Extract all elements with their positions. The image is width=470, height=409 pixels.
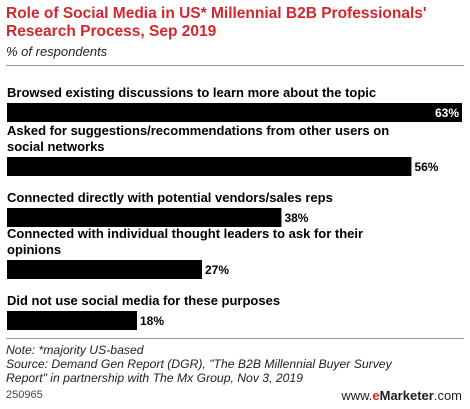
bar	[7, 157, 412, 176]
note-text: Note: *majority US-based	[6, 343, 144, 357]
category-label: Did not use social media for these purpo…	[7, 293, 280, 308]
brand-suffix: .com	[433, 388, 462, 403]
bar	[7, 103, 462, 122]
source-text-line1: Source: Demand Gen Report (DGR), "The B2…	[6, 357, 392, 371]
bottom-divider	[6, 338, 464, 339]
value-label: 38%	[284, 211, 308, 225]
brand-e: e	[372, 388, 380, 403]
category-label: Browsed existing discussions to learn mo…	[7, 85, 376, 100]
brand-name: Marketer	[379, 388, 434, 403]
chart-title: Role of Social Media in US* Millennial B…	[6, 5, 427, 40]
source-text-line2: Report" in partnership with The Mx Group…	[6, 371, 303, 385]
value-label: 27%	[205, 263, 229, 277]
chart-notes: Note: *majority US-based Source: Demand …	[6, 343, 461, 385]
value-label: 18%	[140, 314, 164, 328]
value-label: 63%	[435, 106, 459, 120]
value-label: 56%	[414, 160, 438, 174]
bar	[7, 311, 137, 330]
category-label: Connected directly with potential vendor…	[7, 190, 333, 205]
bar-chart: Browsed existing discussions to learn mo…	[7, 85, 462, 330]
category-label: Asked for suggestions/recommendations fr…	[7, 123, 389, 138]
emarketer-logo[interactable]: www.eMarketer.com	[341, 388, 462, 403]
bar	[7, 208, 282, 227]
bar	[7, 260, 202, 279]
category-label: Connected with individual thought leader…	[7, 226, 363, 241]
top-divider	[6, 65, 464, 66]
brand-prefix: www.	[341, 388, 373, 403]
category-label: opinions	[7, 242, 61, 257]
chart-subtitle: % of respondents	[6, 44, 108, 59]
category-label: social networks	[7, 139, 105, 154]
chart-id: 250965	[6, 389, 43, 401]
